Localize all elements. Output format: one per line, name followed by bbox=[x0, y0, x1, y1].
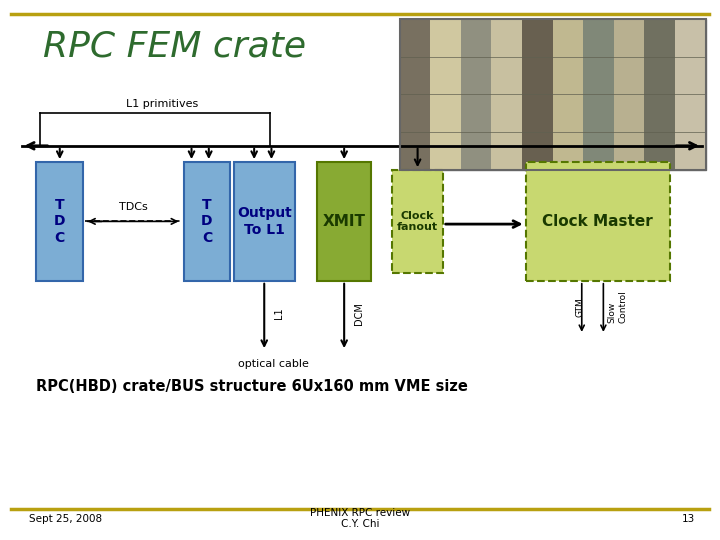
Text: 13: 13 bbox=[682, 515, 695, 524]
Bar bbox=[522, 19, 553, 170]
Text: optical cable: optical cable bbox=[238, 359, 309, 369]
Bar bbox=[400, 19, 431, 170]
Bar bbox=[461, 19, 491, 170]
Text: L1 primitives: L1 primitives bbox=[126, 99, 198, 109]
Bar bbox=[234, 162, 295, 281]
Bar bbox=[644, 19, 675, 170]
Text: XMIT: XMIT bbox=[323, 214, 365, 229]
Text: TDCs: TDCs bbox=[119, 201, 148, 212]
Text: DCM: DCM bbox=[354, 302, 364, 325]
Bar bbox=[492, 19, 522, 170]
Text: RPC FEM crate: RPC FEM crate bbox=[43, 30, 306, 64]
Bar bbox=[431, 19, 461, 170]
Bar bbox=[526, 162, 670, 281]
Bar bbox=[36, 162, 83, 281]
Bar bbox=[400, 19, 706, 170]
Bar bbox=[583, 19, 614, 170]
Bar bbox=[614, 19, 644, 170]
Text: Sept 25, 2008: Sept 25, 2008 bbox=[29, 515, 102, 524]
Text: T
D
C: T D C bbox=[54, 198, 65, 245]
Bar bbox=[400, 19, 706, 170]
Bar bbox=[553, 19, 583, 170]
Bar bbox=[317, 162, 371, 281]
Bar bbox=[392, 170, 443, 273]
Text: Clock Master: Clock Master bbox=[542, 214, 653, 229]
Text: PHENIX RPC review
C.Y. Chi: PHENIX RPC review C.Y. Chi bbox=[310, 508, 410, 529]
Text: L1: L1 bbox=[274, 307, 284, 319]
Text: RPC(HBD) crate/BUS structure 6Ux160 mm VME size: RPC(HBD) crate/BUS structure 6Ux160 mm V… bbox=[36, 379, 468, 394]
Text: GTM: GTM bbox=[575, 297, 584, 316]
Text: Slow
Control: Slow Control bbox=[608, 291, 627, 323]
Bar bbox=[184, 162, 230, 281]
Text: T
D
C: T D C bbox=[202, 198, 212, 245]
Text: Clock
fanout: Clock fanout bbox=[397, 211, 438, 232]
Text: Output
To L1: Output To L1 bbox=[237, 206, 292, 237]
Bar bbox=[675, 19, 706, 170]
